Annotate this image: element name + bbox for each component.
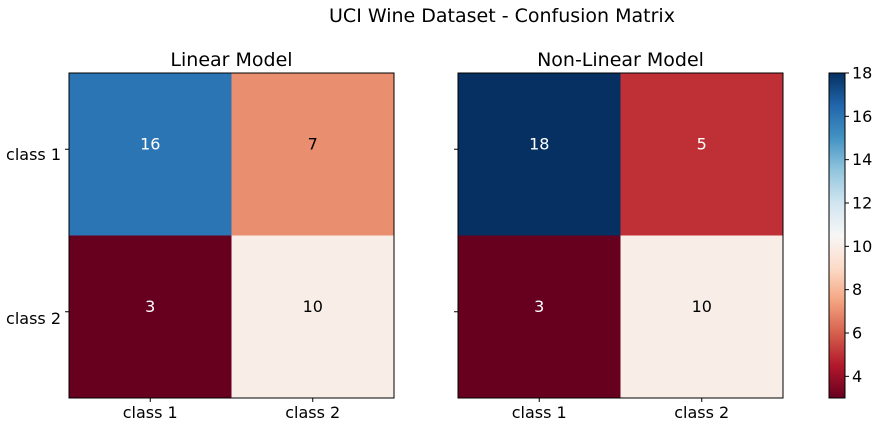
cell-value-label: 5 xyxy=(697,134,707,153)
colorbar-tick-label: 4 xyxy=(852,367,862,386)
axis-ticks xyxy=(454,148,703,402)
cell-value-label: 3 xyxy=(534,297,544,316)
plot-frame xyxy=(457,72,784,399)
panel-linear-model: Linear Model 16 7 3 10 class 1 class 2 clas… xyxy=(6,49,395,422)
heatmap-cell xyxy=(69,235,232,398)
colorbar-tick-label: 8 xyxy=(852,280,862,299)
x-tick-label: class 1 xyxy=(123,403,178,422)
heatmap-cell xyxy=(620,235,783,398)
cell-value-label: 10 xyxy=(303,297,323,316)
colorbar-tick-label: 6 xyxy=(852,324,862,343)
colorbar-tick-label: 10 xyxy=(852,237,872,256)
cell-value-label: 3 xyxy=(145,297,155,316)
panel-non-linear-model: Non-Linear Model 18 5 3 10 class 1 class 2 xyxy=(454,49,784,422)
colorbar-tick-label: 18 xyxy=(852,64,872,83)
heatmap-cell xyxy=(231,73,394,236)
panel-title: Linear Model xyxy=(170,49,292,71)
x-tick-label: class 2 xyxy=(674,403,729,422)
x-tick-label: class 2 xyxy=(285,403,340,422)
colorbar-tick-label: 12 xyxy=(852,194,872,213)
heatmap-cells: 16 7 3 10 xyxy=(69,73,394,398)
cell-value-label: 18 xyxy=(529,134,549,153)
heatmap-cell xyxy=(620,73,783,236)
panel-title: Non-Linear Model xyxy=(537,49,704,71)
cell-value-label: 7 xyxy=(308,134,318,153)
heatmap-cell xyxy=(458,73,621,236)
heatmap-cell xyxy=(231,235,394,398)
plot-frame xyxy=(68,72,395,399)
axis-ticks xyxy=(65,148,314,402)
cell-value-label: 16 xyxy=(140,134,160,153)
colorbar-tick-label: 14 xyxy=(852,150,872,169)
colorbar-ticks: 4 6 8 10 12 14 16 18 xyxy=(845,64,872,386)
colorbar-gradient xyxy=(829,73,845,398)
figure-title: UCI Wine Dataset - Confusion Matrix xyxy=(329,5,675,27)
heatmap-cell xyxy=(458,235,621,398)
y-tick-label: class 1 xyxy=(6,145,61,164)
cell-value-label: 10 xyxy=(692,297,712,316)
heatmap-cell xyxy=(69,73,232,236)
colorbar-frame xyxy=(828,72,846,399)
colorbar: 4 6 8 10 12 14 16 18 xyxy=(828,64,872,399)
heatmap-cells: 18 5 3 10 xyxy=(458,73,783,398)
x-tick-label: class 1 xyxy=(512,403,567,422)
colorbar-tick-label: 16 xyxy=(852,107,872,126)
y-tick-label: class 2 xyxy=(6,309,61,328)
